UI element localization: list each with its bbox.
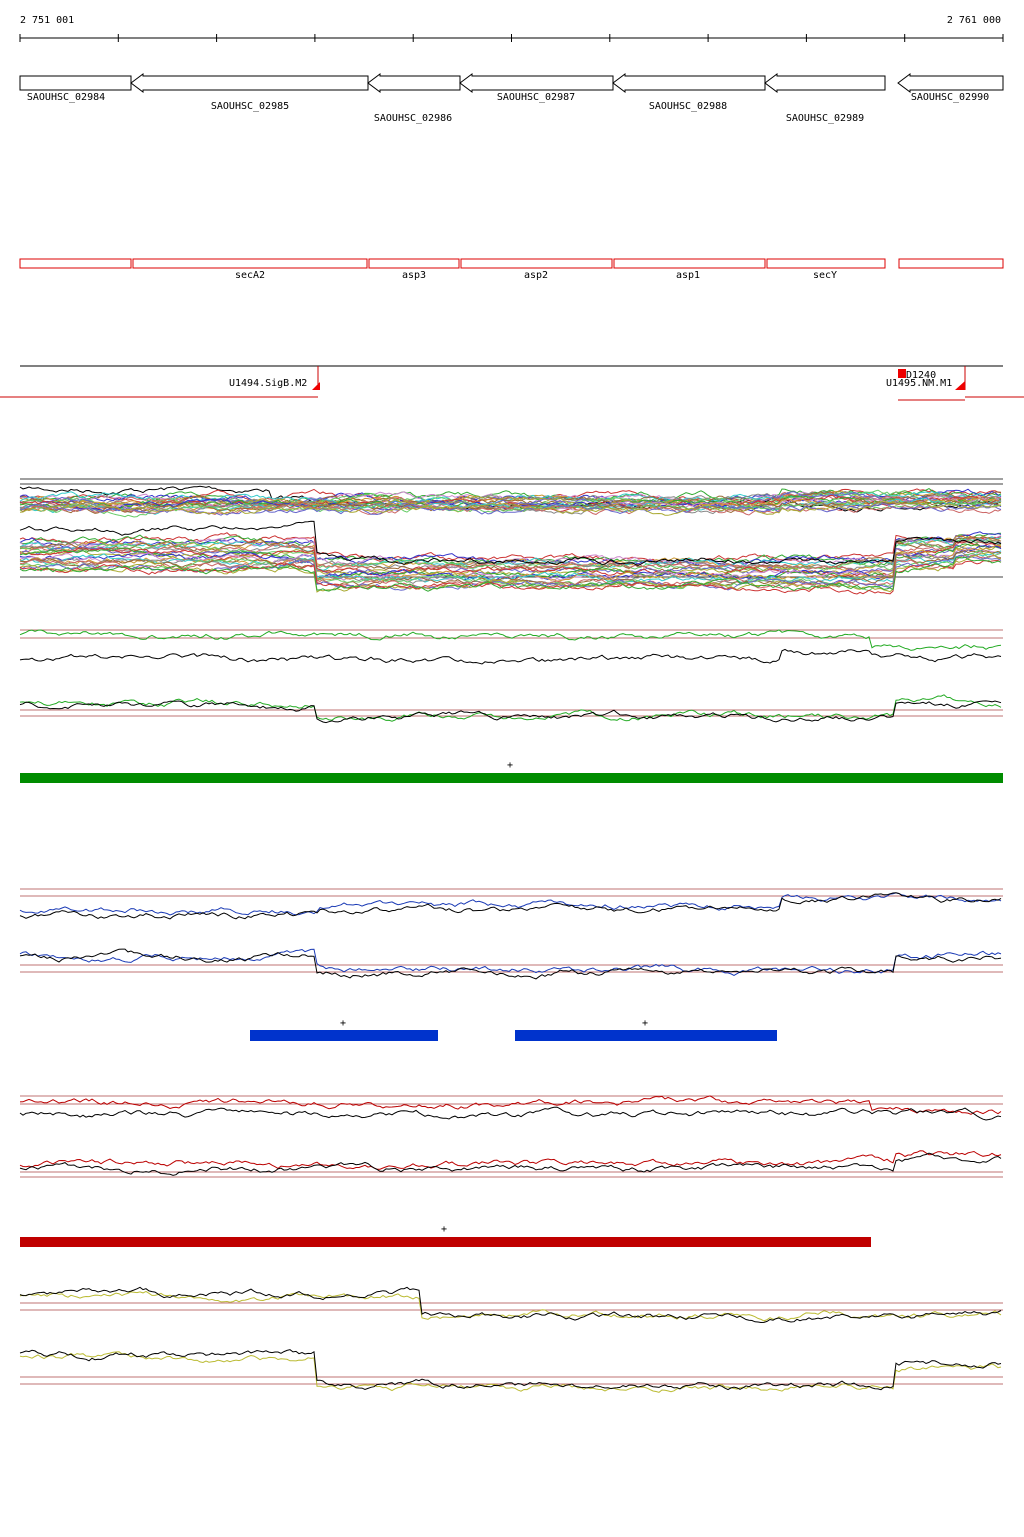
feature-box	[368, 258, 460, 269]
feature-box	[19, 258, 132, 269]
feature-box	[460, 258, 613, 269]
trace	[19, 1351, 1002, 1393]
trace	[19, 544, 1002, 584]
trace	[19, 549, 1002, 588]
promoter-label: D1240	[906, 370, 936, 381]
gene-label: SAOUHSC_02988	[649, 101, 727, 112]
strand-label: +	[441, 1224, 447, 1235]
gene-label: SAOUHSC_02984	[27, 92, 105, 103]
trace	[19, 1286, 1002, 1324]
expression-traces	[19, 478, 1003, 1393]
strand-label: +	[507, 760, 513, 771]
feature-label: asp3	[402, 270, 426, 281]
feature-track: secA2 asp3 asp2 asp1 secY	[19, 258, 1004, 281]
trace	[19, 554, 1002, 591]
gene-track: SAOUHSC_02984 SAOUHSC_02985 SAOUHSC_02986 S…	[19, 73, 1004, 124]
promoter-box	[898, 369, 906, 378]
feature-box	[766, 258, 886, 269]
strand-label: +	[340, 1018, 346, 1029]
feature-box	[613, 258, 766, 269]
ruler-start: 2 751 001	[20, 15, 74, 26]
trace	[19, 948, 1002, 980]
ruler-end: 2 761 000	[947, 15, 1001, 26]
segment-bar	[20, 773, 1003, 783]
trace	[19, 520, 1002, 566]
trace	[19, 1349, 1002, 1391]
gene-label: SAOUHSC_02989	[786, 113, 864, 124]
promoter-marker	[312, 382, 320, 390]
trace	[19, 1106, 1002, 1121]
gene-arrow	[764, 73, 886, 93]
gene-label: SAOUHSC_02990	[911, 92, 989, 103]
gene-arrow	[19, 75, 132, 91]
trace	[19, 648, 1002, 665]
trace	[19, 1290, 1002, 1322]
trace	[19, 500, 1002, 516]
trace	[19, 537, 1002, 577]
trace	[19, 490, 1002, 510]
gene-arrow	[612, 73, 766, 93]
feature-label: secA2	[235, 270, 265, 281]
gene-arrow	[367, 73, 461, 93]
trace	[19, 700, 1002, 724]
trace	[19, 556, 1002, 592]
feature-box	[132, 258, 368, 269]
segment-bar	[20, 1237, 871, 1247]
gene-arrow	[897, 73, 1004, 93]
trace	[19, 694, 1002, 722]
gene-label: SAOUHSC_02986	[374, 113, 452, 124]
trace	[19, 629, 1002, 651]
feature-label: asp1	[676, 270, 700, 281]
segment-bar	[250, 1030, 438, 1041]
strand-label: +	[642, 1018, 648, 1029]
segment-bar	[515, 1030, 777, 1041]
gene-label: SAOUHSC_02987	[497, 92, 575, 103]
promoter-track: U1494.SigB.M2 D1240 U1495.NM.M1	[0, 365, 1024, 401]
trace	[19, 1095, 1002, 1115]
trace	[19, 498, 1002, 514]
trace	[19, 500, 1002, 518]
gene-arrow	[130, 73, 369, 93]
promoter-label: U1494.SigB.M2	[229, 378, 307, 389]
trace	[19, 554, 1002, 590]
feature-label: asp2	[524, 270, 548, 281]
promoter-marker	[955, 381, 965, 390]
gene-label: SAOUHSC_02985	[211, 101, 289, 112]
promoter-label: U1495.NM.M1	[886, 378, 952, 389]
trace	[19, 543, 1002, 578]
feature-label: secY	[813, 270, 837, 281]
ruler-ticks	[19, 34, 1004, 42]
trace	[19, 892, 1002, 920]
trace	[19, 532, 1002, 566]
trace	[19, 541, 1002, 578]
gene-arrow	[459, 73, 614, 93]
trace	[19, 948, 1002, 976]
feature-box	[898, 258, 1004, 269]
trace	[19, 1150, 1002, 1170]
trace	[19, 1152, 1002, 1176]
